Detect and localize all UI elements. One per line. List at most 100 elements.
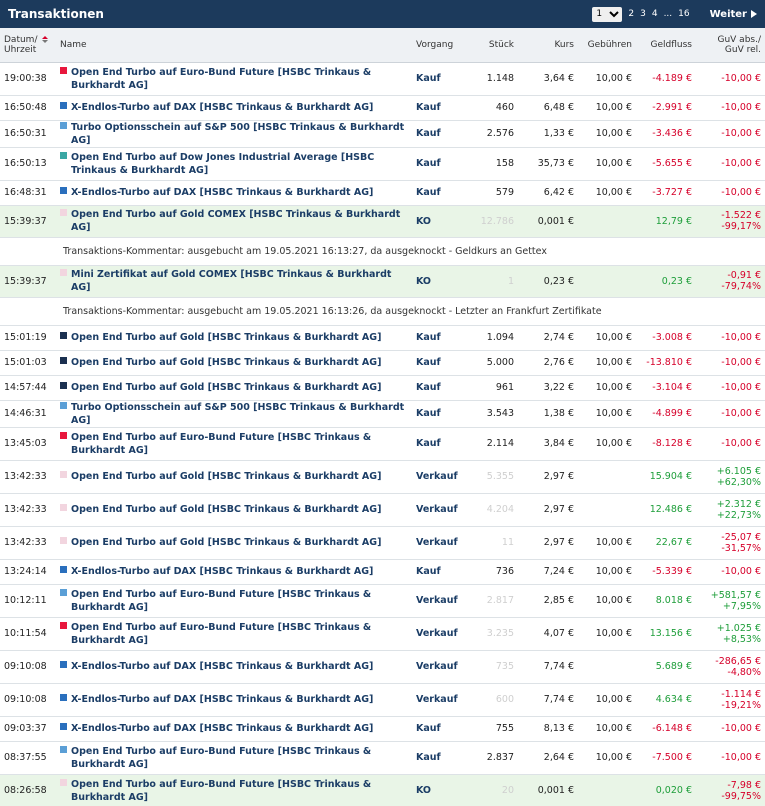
product-color-icon [60,694,67,701]
cell-kurs: 6,42 € [518,180,578,206]
cell-name: X-Endlos-Turbo auf DAX [HSBC Trinkaus & … [56,650,412,684]
guv-rel: -99,75% [721,790,761,802]
guv-abs: +2.312 € [716,498,761,510]
page-link-3[interactable]: 3 [640,9,646,19]
table-row[interactable]: 09:03:37 X-Endlos-Turbo auf DAX [HSBC Tri… [0,716,765,742]
table-row[interactable]: 13:24:14 X-Endlos-Turbo auf DAX [HSBC Tri… [0,559,765,585]
table-row[interactable]: 19:00:38 Open End Turbo auf Euro-Bund Fut… [0,62,765,96]
product-link[interactable]: Open End Turbo auf Euro-Bund Future [HSB… [71,621,372,646]
product-link[interactable]: X-Endlos-Turbo auf DAX [HSBC Trinkaus & … [71,102,374,113]
next-page-label: Weiter [709,8,747,20]
cell-gebuehren [578,205,636,238]
product-link[interactable]: Open End Turbo auf Gold [HSBC Trinkaus &… [71,537,382,548]
product-link[interactable]: X-Endlos-Turbo auf DAX [HSBC Trinkaus & … [71,723,374,734]
cell-name: Open End Turbo auf Gold [HSBC Trinkaus &… [56,460,412,494]
cell-kurs: 2,97 € [518,460,578,494]
product-link[interactable]: Mini Zertifikat auf Gold COMEX [HSBC Tri… [71,269,392,293]
table-row[interactable]: 14:46:31 Turbo Optionsschein auf S&P 500 … [0,400,765,428]
cell-time: 08:37:55 [0,741,56,775]
cell-kurs: 2,74 € [518,325,578,351]
page-select[interactable]: 1 [592,6,623,22]
product-link[interactable]: Open End Turbo auf Euro-Bund Future [HSB… [71,431,372,456]
col-geldfluss[interactable]: Geldfluss [636,28,696,63]
product-link[interactable]: X-Endlos-Turbo auf DAX [HSBC Trinkaus & … [71,187,374,198]
table-row[interactable]: 13:45:03 Open End Turbo auf Euro-Bund Fut… [0,427,765,461]
product-link[interactable]: Open End Turbo auf Gold [HSBC Trinkaus &… [71,504,382,515]
product-link[interactable]: X-Endlos-Turbo auf DAX [HSBC Trinkaus & … [71,661,374,672]
table-row[interactable]: 16:50:13 Open End Turbo auf Dow Jones Ind… [0,147,765,181]
table-row[interactable]: 14:57:44 Open End Turbo auf Gold [HSBC Tr… [0,375,765,401]
product-link[interactable]: Open End Turbo auf Gold [HSBC Trinkaus &… [71,382,382,393]
table-row[interactable]: 16:50:48 X-Endlos-Turbo auf DAX [HSBC Tri… [0,95,765,121]
product-link[interactable]: Open End Turbo auf Gold [HSBC Trinkaus &… [71,332,382,343]
cell-vorgang: Verkauf [412,617,468,651]
cell-kurs: 35,73 € [518,147,578,181]
cell-time: 15:01:03 [0,350,56,376]
cell-kurs: 3,64 € [518,62,578,96]
cell-stueck: 3.543 [468,400,518,428]
col-stueck[interactable]: Stück [468,28,518,63]
product-link[interactable]: Open End Turbo auf Gold COMEX [HSBC Trin… [71,209,401,233]
cell-guv: -10,00 € [696,716,765,742]
table-row[interactable]: 13:42:33 Open End Turbo auf Gold [HSBC Tr… [0,493,765,527]
cell-vorgang: KO [412,205,468,238]
table-row[interactable]: 13:42:33 Open End Turbo auf Gold [HSBC Tr… [0,526,765,560]
product-link[interactable]: Open End Turbo auf Dow Jones Industrial … [71,151,375,176]
cell-time: 09:10:08 [0,683,56,717]
product-link[interactable]: Open End Turbo auf Euro-Bund Future [HSB… [71,588,372,613]
product-link[interactable]: Open End Turbo auf Euro-Bund Future [HSB… [71,66,372,91]
table-row[interactable]: 09:10:08 X-Endlos-Turbo auf DAX [HSBC Tri… [0,683,765,717]
product-link[interactable]: Turbo Optionsschein auf S&P 500 [HSBC Tr… [71,121,405,146]
guv-abs: -10,00 € [721,187,761,198]
table-row[interactable]: 09:10:08 X-Endlos-Turbo auf DAX [HSBC Tri… [0,650,765,684]
table-row[interactable]: 13:42:33 Open End Turbo auf Gold [HSBC Tr… [0,460,765,494]
table-row[interactable]: 10:11:54 Open End Turbo auf Euro-Bund Fut… [0,617,765,651]
cell-gebuehren: 10,00 € [578,683,636,717]
product-link[interactable]: Open End Turbo auf Gold [HSBC Trinkaus &… [71,357,382,368]
col-guv[interactable]: GuV abs./ GuV rel. [696,28,765,63]
table-row[interactable]: 10:12:11 Open End Turbo auf Euro-Bund Fut… [0,584,765,618]
product-link[interactable]: Open End Turbo auf Gold [HSBC Trinkaus &… [71,471,382,482]
cell-guv: -10,00 € [696,741,765,775]
table-row[interactable]: 08:37:55 Open End Turbo auf Euro-Bund Fut… [0,741,765,775]
col-kurs[interactable]: Kurs [518,28,578,63]
table-row[interactable]: 15:01:19 Open End Turbo auf Gold [HSBC Tr… [0,325,765,351]
product-link[interactable]: Turbo Optionsschein auf S&P 500 [HSBC Tr… [71,401,405,426]
cell-vorgang: Kauf [412,180,468,206]
cell-name: X-Endlos-Turbo auf DAX [HSBC Trinkaus & … [56,683,412,717]
product-link[interactable]: Open End Turbo auf Euro-Bund Future [HSB… [71,745,372,770]
page-link-16[interactable]: 16 [678,9,690,19]
cell-name: Open End Turbo auf Euro-Bund Future [HSB… [56,617,412,651]
cell-stueck: 755 [468,716,518,742]
product-link[interactable]: X-Endlos-Turbo auf DAX [HSBC Trinkaus & … [71,694,374,705]
cell-guv: +1.025 € +8,53% [696,617,765,651]
col-datum[interactable]: Datum/ Uhrzeit [0,28,56,63]
cell-name: Open End Turbo auf Gold [HSBC Trinkaus &… [56,350,412,376]
product-link[interactable]: Open End Turbo auf Euro-Bund Future [HSB… [71,778,372,803]
cell-name: Mini Zertifikat auf Gold COMEX [HSBC Tri… [56,265,412,298]
cell-name: Open End Turbo auf Gold [HSBC Trinkaus &… [56,493,412,527]
table-row[interactable]: 16:48:31 X-Endlos-Turbo auf DAX [HSBC Tri… [0,180,765,206]
table-row[interactable]: 15:39:37 Open End Turbo auf Gold COMEX [H… [0,205,765,238]
next-page-button[interactable]: Weiter [710,9,757,20]
product-color-icon [60,332,67,339]
col-vorgang[interactable]: Vorgang [412,28,468,63]
col-gebuehren[interactable]: Gebühren [578,28,636,63]
page-link-4[interactable]: 4 [651,9,658,19]
cell-time: 19:00:38 [0,62,56,96]
product-link[interactable]: X-Endlos-Turbo auf DAX [HSBC Trinkaus & … [71,566,374,577]
table-row[interactable]: 15:01:03 Open End Turbo auf Gold [HSBC Tr… [0,350,765,376]
cell-name: X-Endlos-Turbo auf DAX [HSBC Trinkaus & … [56,180,412,206]
table-row[interactable]: 16:50:31 Turbo Optionsschein auf S&P 500 … [0,120,765,148]
product-color-icon [60,209,67,216]
col-name[interactable]: Name [56,28,412,63]
table-row[interactable]: 15:39:37 Mini Zertifikat auf Gold COMEX [… [0,265,765,298]
cell-geldfluss: -7.500 € [636,741,696,775]
table-row[interactable]: 08:26:58 Open End Turbo auf Euro-Bund Fut… [0,774,765,806]
guv-abs: -25,07 € [721,531,761,543]
cell-stueck: 3.235 [468,617,518,651]
product-color-icon [60,661,67,668]
cell-stueck: 2.576 [468,120,518,148]
cell-gebuehren: 10,00 € [578,559,636,585]
page-link-2[interactable]: 2 [628,9,635,19]
